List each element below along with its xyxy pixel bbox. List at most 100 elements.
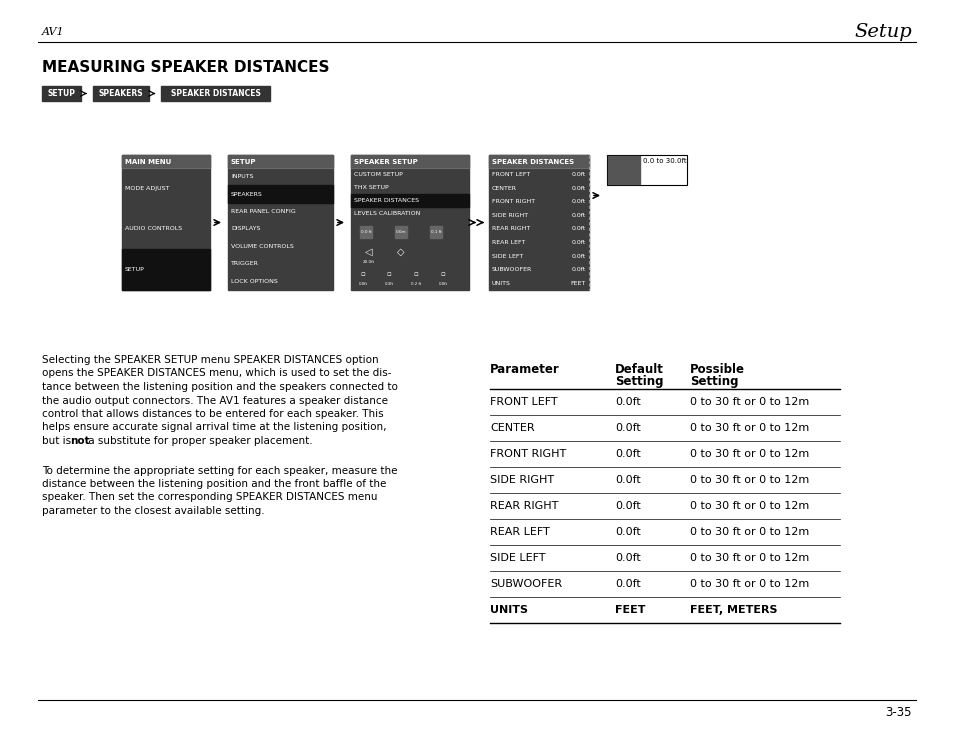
Text: not: not [71,436,90,446]
Text: 0.1 ft: 0.1 ft [430,230,441,234]
Text: 0.0ft: 0.0ft [615,475,640,485]
Text: REAR PANEL CONFIG: REAR PANEL CONFIG [231,209,295,214]
Text: LOCK OPTIONS: LOCK OPTIONS [231,279,277,284]
Text: AUDIO CONTROLS: AUDIO CONTROLS [125,227,182,232]
Text: Setting: Setting [615,375,662,388]
Text: ◇: ◇ [396,247,404,257]
Text: 0.2 ft: 0.2 ft [411,282,420,286]
Text: 0.0ft: 0.0ft [615,449,640,459]
Text: MEASURING SPEAKER DISTANCES: MEASURING SPEAKER DISTANCES [42,61,329,75]
Text: 0.0ft: 0.0ft [615,579,640,589]
Text: FEET: FEET [615,605,645,615]
Bar [489,155,588,290]
Bar [92,86,150,101]
Text: AV1: AV1 [42,27,65,37]
Text: 0.0ft: 0.0ft [571,240,585,245]
Bar [42,86,81,101]
Text: distance between the listening position and the front baffle of the: distance between the listening position … [42,479,386,489]
Text: 0.0ft: 0.0ft [615,501,640,511]
Text: 0.0ft: 0.0ft [615,553,640,563]
Text: speaker. Then set the corresponding SPEAKER DISTANCES menu: speaker. Then set the corresponding SPEA… [42,492,377,503]
Text: SETUP: SETUP [231,159,256,165]
Text: REAR LEFT: REAR LEFT [492,240,525,245]
Bar [607,156,639,184]
Text: Parameter: Parameter [490,363,559,376]
Bar [161,86,270,101]
Text: Selecting the SPEAKER SETUP menu SPEAKER DISTANCES option: Selecting the SPEAKER SETUP menu SPEAKER… [42,355,378,365]
Bar [430,226,441,238]
Text: FEET: FEET [570,280,585,286]
Text: FRONT LEFT: FRONT LEFT [490,397,558,407]
Text: 3-35: 3-35 [884,706,911,719]
Text: REAR RIGHT: REAR RIGHT [490,501,558,511]
Text: Possible: Possible [689,363,744,376]
Bar [606,155,686,185]
Text: 0.0m: 0.0m [395,230,406,234]
Text: SPEAKER SETUP: SPEAKER SETUP [354,159,417,165]
Text: Setting: Setting [689,375,738,388]
Bar [228,155,333,290]
Text: Setup: Setup [853,23,911,41]
Text: tance between the listening position and the speakers connected to: tance between the listening position and… [42,382,397,392]
Text: helps ensure accurate signal arrival time at the listening position,: helps ensure accurate signal arrival tim… [42,422,386,432]
Text: To determine the appropriate setting for each speaker, measure the: To determine the appropriate setting for… [42,466,397,475]
Text: ▫: ▫ [360,271,365,277]
Bar [395,226,407,238]
Text: 0.0ft: 0.0ft [615,527,640,537]
Text: opens the SPEAKER DISTANCES menu, which is used to set the dis-: opens the SPEAKER DISTANCES menu, which … [42,368,391,379]
Text: UNITS: UNITS [492,280,511,286]
Text: 0.0ft: 0.0ft [615,423,640,433]
Text: SPEAKER DISTANCES: SPEAKER DISTANCES [492,159,574,165]
Text: 0.0ft: 0.0ft [571,213,585,218]
Text: the audio output connectors. The AV1 features a speaker distance: the audio output connectors. The AV1 fea… [42,396,388,405]
Text: ◁: ◁ [365,247,373,257]
Text: 0.0ft: 0.0ft [438,282,447,286]
Text: ▫: ▫ [440,271,445,277]
Text: UNITS: UNITS [490,605,527,615]
Text: 0.3ft: 0.3ft [384,282,393,286]
Text: MODE ADJUST: MODE ADJUST [125,186,170,191]
Text: ▫: ▫ [414,271,418,277]
Text: 0 to 30 ft or 0 to 12m: 0 to 30 ft or 0 to 12m [689,501,808,511]
Text: SETUP: SETUP [125,267,145,272]
Bar [228,155,333,168]
Text: SIDE LEFT: SIDE LEFT [490,553,545,563]
Text: CENTER: CENTER [492,186,517,191]
Text: CUSTOM SETUP: CUSTOM SETUP [354,172,402,177]
Text: but is: but is [42,436,74,446]
Bar [351,194,469,207]
Text: 0.0ft: 0.0ft [571,254,585,258]
Text: 0.0ft: 0.0ft [571,199,585,204]
Text: SPEAKER DISTANCES: SPEAKER DISTANCES [354,198,418,203]
Text: THX SETUP: THX SETUP [354,185,388,190]
Text: SIDE RIGHT: SIDE RIGHT [492,213,528,218]
Text: ▫: ▫ [386,271,391,277]
Text: SPEAKERS: SPEAKERS [99,89,143,98]
Bar [489,155,588,168]
Text: VOLUME CONTROLS: VOLUME CONTROLS [231,244,294,249]
Text: 0 to 30 ft or 0 to 12m: 0 to 30 ft or 0 to 12m [689,475,808,485]
Text: FEET, METERS: FEET, METERS [689,605,777,615]
Bar [351,155,469,290]
Text: 0.0ft: 0.0ft [571,186,585,191]
Text: SPEAKER DISTANCES: SPEAKER DISTANCES [171,89,260,98]
Text: SETUP: SETUP [48,89,75,98]
Text: FRONT RIGHT: FRONT RIGHT [492,199,535,204]
Text: 0 to 30 ft or 0 to 12m: 0 to 30 ft or 0 to 12m [689,527,808,537]
Text: a substitute for proper speaker placement.: a substitute for proper speaker placemen… [85,436,312,446]
Text: FRONT LEFT: FRONT LEFT [492,172,530,177]
Text: parameter to the closest available setting.: parameter to the closest available setti… [42,506,264,516]
Text: Default: Default [615,363,663,376]
Text: SIDE LEFT: SIDE LEFT [492,254,522,258]
Text: DISPLAYS: DISPLAYS [231,227,260,232]
Text: 0.0 ft: 0.0 ft [360,230,371,234]
Text: SUBWOOFER: SUBWOOFER [490,579,561,589]
Text: 0.0ft: 0.0ft [571,227,585,232]
Text: INPUTS: INPUTS [231,174,253,179]
Text: SPEAKERS: SPEAKERS [231,192,262,196]
Text: 0 to 30 ft or 0 to 12m: 0 to 30 ft or 0 to 12m [689,553,808,563]
Text: 0 to 30 ft or 0 to 12m: 0 to 30 ft or 0 to 12m [689,579,808,589]
Bar [122,155,210,168]
Bar [351,155,469,168]
Text: LEVELS CALIBRATION: LEVELS CALIBRATION [354,211,420,216]
